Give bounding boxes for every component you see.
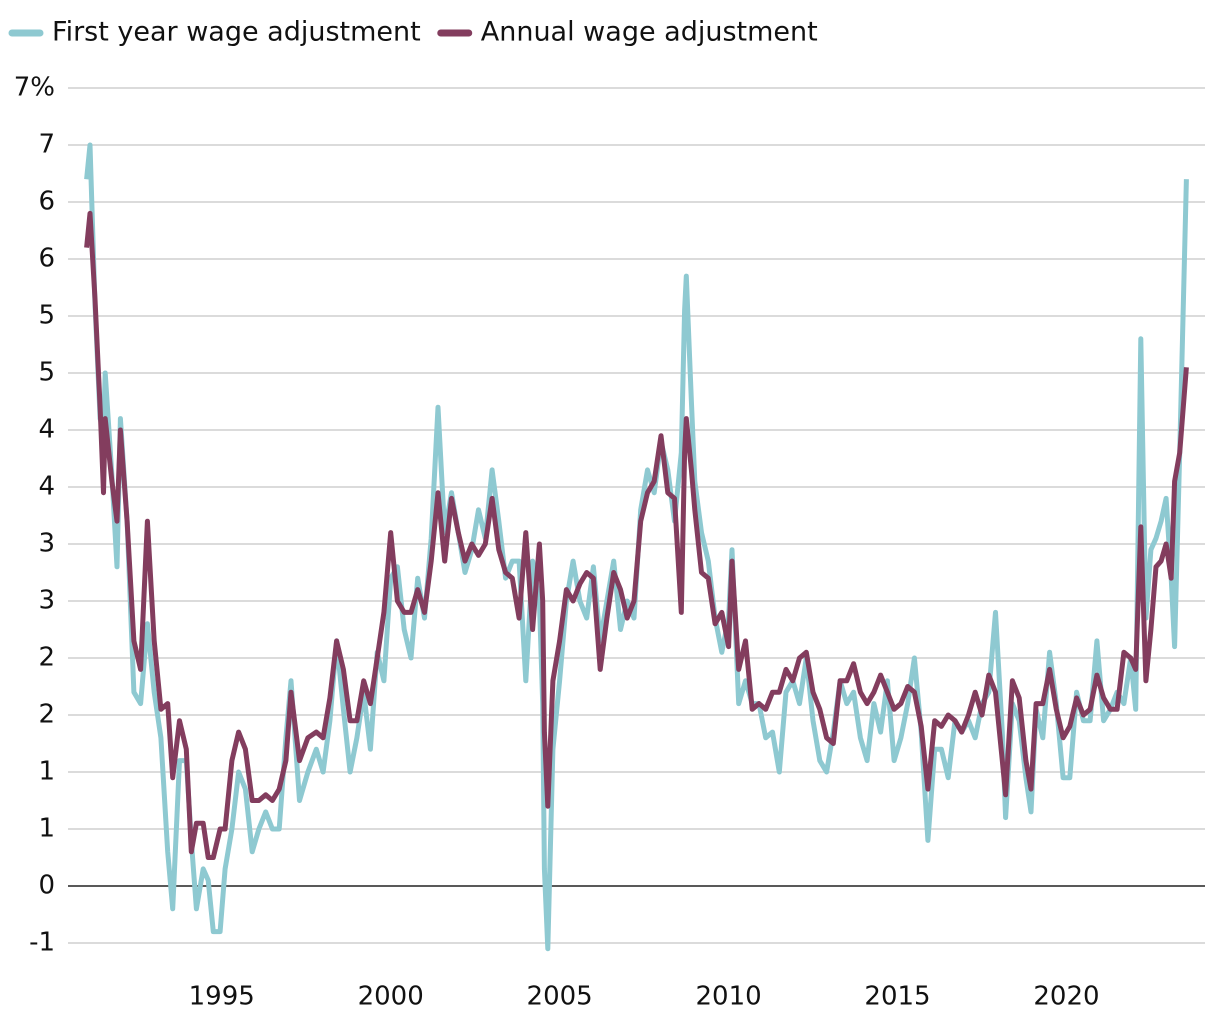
x-tick-label: 2020 <box>1033 982 1099 1012</box>
y-tick-label: 7% <box>14 73 55 103</box>
y-tick-label: 3 <box>38 529 55 559</box>
y-tick-label: 2 <box>38 700 55 730</box>
legend-label: Annual wage adjustment <box>481 17 818 48</box>
y-tick-label: 4 <box>38 415 55 445</box>
y-tick-label: 6 <box>38 244 55 274</box>
y-tick-label: 3 <box>38 586 55 616</box>
y-tick-label: 5 <box>38 301 55 331</box>
x-tick-label: 2000 <box>358 982 424 1012</box>
y-tick-label: 0 <box>38 871 55 901</box>
y-tick-label: 4 <box>38 472 55 502</box>
y-tick-label: 6 <box>38 187 55 217</box>
y-tick-label: 2 <box>38 643 55 673</box>
x-tick-label: 1995 <box>189 982 255 1012</box>
x-tick-label: 2015 <box>864 982 930 1012</box>
x-tick-label: 2005 <box>527 982 593 1012</box>
y-tick-label: 7 <box>38 130 55 160</box>
y-tick-label: 1 <box>38 757 55 787</box>
line-series <box>84 210 1189 860</box>
y-tick-label: 1 <box>38 814 55 844</box>
legend-label: First year wage adjustment <box>52 17 421 48</box>
y-tick-label: -1 <box>29 928 55 958</box>
y-tick-label: 5 <box>38 358 55 388</box>
x-tick-label: 2010 <box>695 982 761 1012</box>
